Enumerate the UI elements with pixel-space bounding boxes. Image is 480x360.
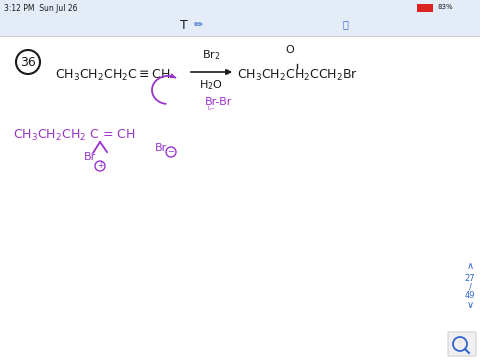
Text: CH$_3$CH$_2$CH$_2$ C = CH: CH$_3$CH$_2$CH$_2$ C = CH bbox=[13, 128, 135, 143]
Text: 83%: 83% bbox=[437, 4, 453, 10]
Text: 🎤: 🎤 bbox=[342, 19, 348, 29]
Text: 3:12 PM  Sun Jul 26: 3:12 PM Sun Jul 26 bbox=[4, 4, 77, 13]
Text: ✏: ✏ bbox=[193, 20, 203, 30]
Text: Br$_2$: Br$_2$ bbox=[202, 48, 220, 62]
Text: Br-Br: Br-Br bbox=[205, 97, 232, 107]
Bar bbox=[0, 0, 480, 36]
Text: 49: 49 bbox=[465, 291, 475, 300]
Text: ᴸ⁻: ᴸ⁻ bbox=[208, 106, 216, 115]
Text: H$_2$O: H$_2$O bbox=[199, 78, 223, 92]
Text: /: / bbox=[468, 283, 471, 292]
Text: Br: Br bbox=[84, 152, 96, 162]
Text: T: T bbox=[180, 19, 188, 32]
Text: Br: Br bbox=[155, 143, 167, 153]
Text: CH$_3$CH$_2$CH$_2$C$\equiv$CH: CH$_3$CH$_2$CH$_2$C$\equiv$CH bbox=[55, 68, 170, 83]
Bar bbox=[417, 4, 433, 12]
Text: O: O bbox=[286, 45, 294, 55]
Text: ∨: ∨ bbox=[467, 300, 474, 310]
Text: 36: 36 bbox=[20, 55, 36, 68]
Text: ∧: ∧ bbox=[467, 261, 474, 271]
Text: CH$_3$CH$_2$CH$_2$CCH$_2$Br: CH$_3$CH$_2$CH$_2$CCH$_2$Br bbox=[237, 68, 358, 83]
Text: +: + bbox=[97, 162, 103, 171]
Text: −: − bbox=[168, 148, 175, 157]
FancyBboxPatch shape bbox=[448, 332, 476, 356]
Text: 27: 27 bbox=[465, 274, 475, 283]
